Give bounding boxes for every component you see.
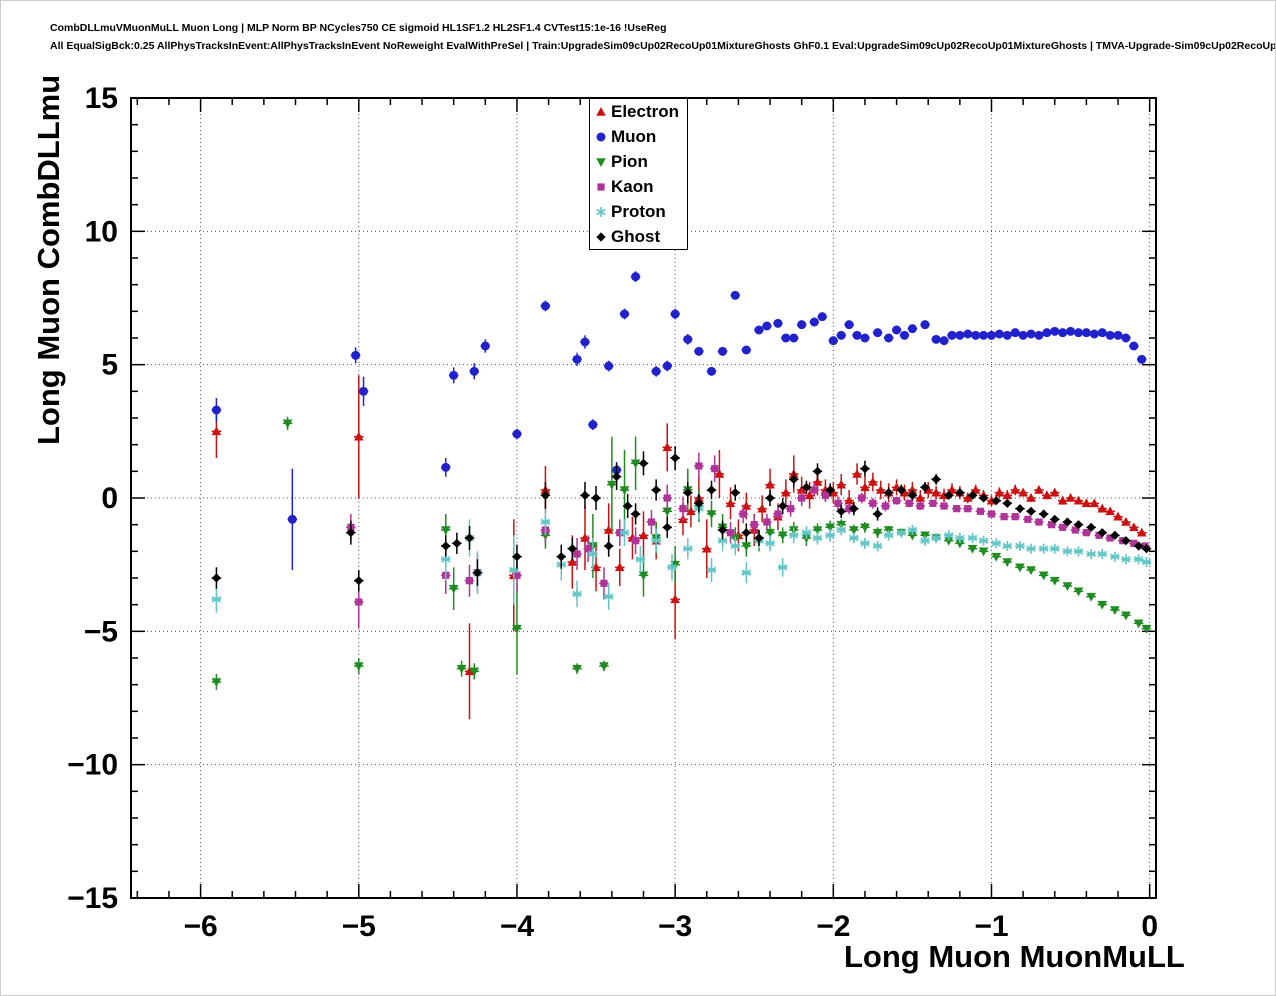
- legend-marker-star-icon: [596, 206, 606, 217]
- svg-text:−1: −1: [974, 910, 1008, 943]
- series-pion: [211, 416, 1152, 690]
- legend-item-ghost: Ghost: [590, 224, 687, 249]
- legend-label: Electron: [611, 101, 680, 121]
- legend-label: Pion: [611, 151, 648, 171]
- legend-marker-diamond-icon: [596, 231, 606, 242]
- svg-text:10: 10: [85, 215, 118, 248]
- svg-text:−2: −2: [816, 910, 850, 943]
- legend-label: Muon: [611, 126, 657, 146]
- legend-item-muon: Muon: [590, 124, 687, 149]
- svg-text:15: 15: [85, 82, 118, 115]
- svg-text:−5: −5: [342, 910, 376, 943]
- svg-text:−10: −10: [67, 749, 118, 782]
- series-ghost: [211, 446, 1152, 592]
- legend-box: Electron Muon Pion Kaon Proton Ghost: [589, 98, 688, 250]
- svg-text:−3: −3: [658, 910, 692, 943]
- svg-text:−6: −6: [183, 910, 217, 943]
- svg-text:0: 0: [101, 482, 118, 515]
- svg-text:0: 0: [1141, 910, 1158, 943]
- series-kaon: [346, 452, 1150, 629]
- svg-text:5: 5: [101, 349, 118, 382]
- series-muon: [211, 271, 1147, 570]
- legend-label: Proton: [611, 201, 666, 221]
- x-axis-title: Long Muon MuonMuLL: [844, 939, 1185, 974]
- legend-item-kaon: Kaon: [590, 174, 687, 199]
- axis-ticks: [131, 97, 1156, 899]
- legend-label: Ghost: [611, 226, 661, 246]
- svg-text:−5: −5: [84, 615, 118, 648]
- legend-marker-square-icon: [597, 182, 605, 191]
- svg-text:−15: −15: [67, 882, 118, 915]
- legend-marker-triangle-down-icon: [596, 157, 606, 167]
- legend-marker-triangle-up-icon: [596, 106, 606, 116]
- legend-label: Kaon: [611, 176, 654, 196]
- legend-item-pion: Pion: [590, 149, 687, 174]
- series-proton: [211, 498, 1152, 613]
- plot-title-line2: All EqualSigBck:0.25 AllPhysTracksInEven…: [50, 40, 1276, 52]
- legend-item-proton: Proton: [590, 199, 687, 224]
- plot-title-line1: CombDLLmuVMuonMuLL Muon Long | MLP Norm …: [50, 22, 667, 34]
- svg-text:−4: −4: [500, 910, 535, 943]
- legend-item-electron: Electron: [590, 99, 687, 124]
- legend-marker-circle-icon: [596, 132, 606, 141]
